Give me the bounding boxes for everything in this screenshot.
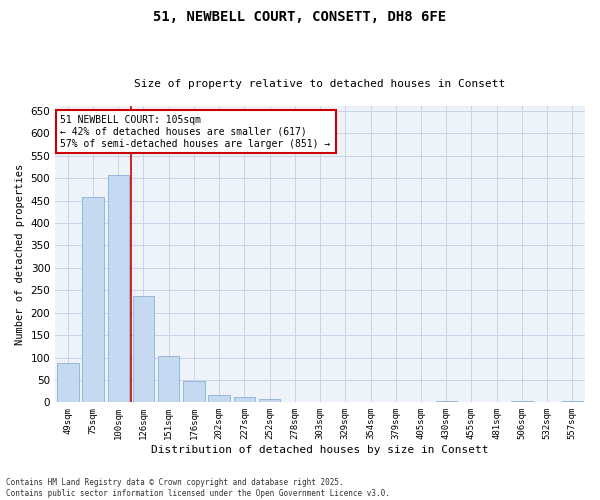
Title: Size of property relative to detached houses in Consett: Size of property relative to detached ho… xyxy=(134,79,506,89)
Text: Contains HM Land Registry data © Crown copyright and database right 2025.
Contai: Contains HM Land Registry data © Crown c… xyxy=(6,478,390,498)
Bar xyxy=(511,400,533,402)
Bar xyxy=(436,400,457,402)
Bar xyxy=(107,175,129,402)
Bar xyxy=(82,198,104,402)
Bar xyxy=(208,395,230,402)
Bar xyxy=(57,363,79,403)
Bar xyxy=(133,296,154,403)
Bar xyxy=(183,382,205,402)
Text: 51, NEWBELL COURT, CONSETT, DH8 6FE: 51, NEWBELL COURT, CONSETT, DH8 6FE xyxy=(154,10,446,24)
Bar xyxy=(233,397,255,402)
Bar xyxy=(259,398,280,402)
X-axis label: Distribution of detached houses by size in Consett: Distribution of detached houses by size … xyxy=(151,445,489,455)
Bar xyxy=(562,400,583,402)
Text: 51 NEWBELL COURT: 105sqm
← 42% of detached houses are smaller (617)
57% of semi-: 51 NEWBELL COURT: 105sqm ← 42% of detach… xyxy=(61,116,331,148)
Bar xyxy=(158,356,179,403)
Y-axis label: Number of detached properties: Number of detached properties xyxy=(15,164,25,345)
